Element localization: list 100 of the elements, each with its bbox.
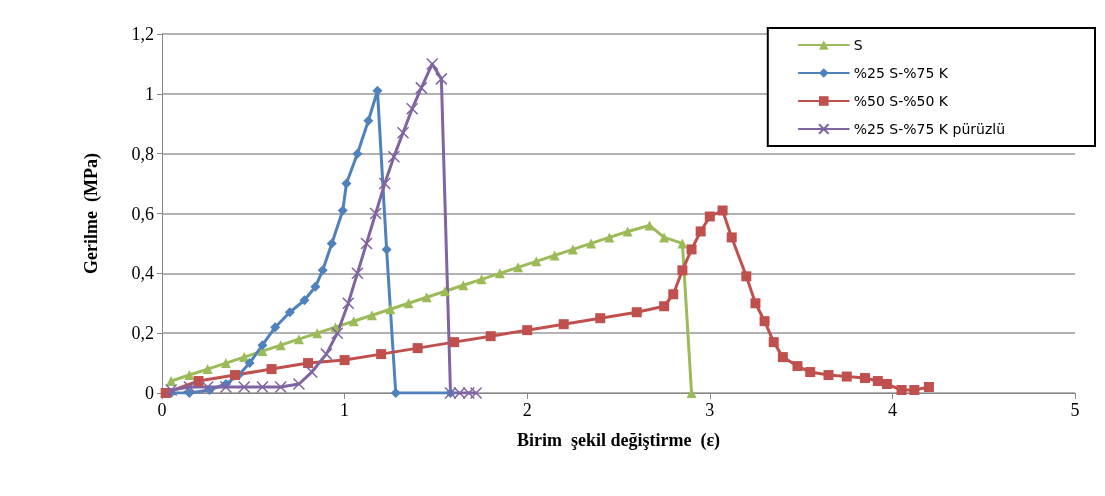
point: [342, 297, 355, 310]
x-tick-label: 4: [887, 400, 897, 420]
point: [376, 349, 387, 360]
point: [522, 325, 533, 336]
point: [183, 380, 196, 394]
point: [595, 313, 606, 324]
x-tick-label: 5: [1070, 400, 1080, 420]
point: [726, 232, 737, 243]
point: [164, 383, 178, 397]
point: [677, 238, 688, 249]
x-axis-title: Birim şekil değiştirme (ε): [516, 430, 721, 451]
point: [549, 250, 560, 261]
point: [622, 226, 633, 237]
point: [686, 388, 697, 398]
point: [841, 371, 852, 382]
point: [558, 319, 569, 330]
point: [201, 380, 214, 394]
point: [677, 265, 688, 276]
point: [659, 232, 670, 243]
point: [750, 298, 761, 309]
point: [193, 376, 204, 387]
point: [458, 280, 469, 291]
point: [403, 298, 414, 309]
point: [412, 343, 423, 354]
x-tick-label: 3: [705, 400, 715, 420]
point: [244, 358, 255, 369]
point: [385, 304, 396, 315]
point: [274, 380, 287, 394]
point: [266, 364, 277, 375]
point: [303, 358, 314, 369]
point: [270, 322, 281, 333]
y-tick-label: 0,6: [131, 203, 154, 224]
point: [337, 205, 348, 216]
point: [299, 295, 310, 306]
point: [366, 310, 377, 321]
point: [860, 373, 871, 384]
y-tick-label: 0: [145, 383, 154, 403]
point: [331, 326, 344, 340]
y-tick-label: 0,4: [131, 263, 154, 284]
point: [485, 331, 496, 342]
point: [184, 370, 195, 381]
point: [387, 150, 401, 163]
point: [310, 281, 321, 292]
y-axis-title: Gerilme (MPa): [81, 153, 102, 274]
point: [777, 352, 788, 363]
point: [435, 72, 448, 86]
legend-label: %25 S-%75 K pürüzlü: [853, 121, 1006, 137]
y-tick-label: 0,8: [131, 143, 154, 164]
point: [896, 385, 907, 396]
legend-label: S: [853, 37, 863, 53]
point: [415, 81, 428, 95]
point: [668, 289, 679, 300]
point: [462, 386, 476, 400]
point: [166, 376, 177, 387]
point: [872, 376, 883, 387]
point: [421, 292, 432, 303]
point: [440, 286, 451, 297]
y-tick-label: 0,2: [131, 323, 154, 344]
point: [351, 267, 364, 280]
point: [792, 361, 803, 372]
x-tick-label: 2: [522, 400, 532, 420]
point: [631, 307, 642, 318]
point: [256, 380, 269, 394]
point: [396, 126, 410, 139]
point: [805, 367, 816, 378]
point: [390, 388, 401, 398]
point: [312, 328, 323, 339]
point: [326, 238, 337, 249]
point: [567, 244, 578, 255]
point: [531, 256, 542, 267]
point: [237, 380, 251, 394]
point: [202, 364, 213, 375]
point: [378, 177, 392, 190]
x-tick-label: 1: [340, 400, 350, 420]
point: [449, 337, 460, 348]
point: [494, 268, 505, 279]
point: [586, 238, 597, 249]
point: [604, 232, 615, 243]
point: [659, 301, 670, 312]
point: [293, 334, 304, 345]
point: [220, 358, 231, 369]
y-tick-label: 1: [145, 83, 154, 104]
point: [184, 388, 195, 398]
point: [469, 386, 483, 400]
point: [320, 347, 333, 361]
point: [759, 316, 770, 327]
point: [317, 265, 328, 276]
point: [644, 220, 655, 231]
point: [741, 271, 752, 282]
point: [717, 205, 728, 216]
point: [823, 370, 834, 381]
point: [686, 244, 697, 255]
point: [219, 380, 233, 394]
y-tick-label: 1,2: [131, 24, 154, 44]
point: [476, 274, 487, 285]
point: [352, 148, 363, 159]
point: [405, 102, 419, 116]
point: [360, 237, 373, 250]
point: [369, 207, 382, 220]
point: [923, 382, 934, 393]
